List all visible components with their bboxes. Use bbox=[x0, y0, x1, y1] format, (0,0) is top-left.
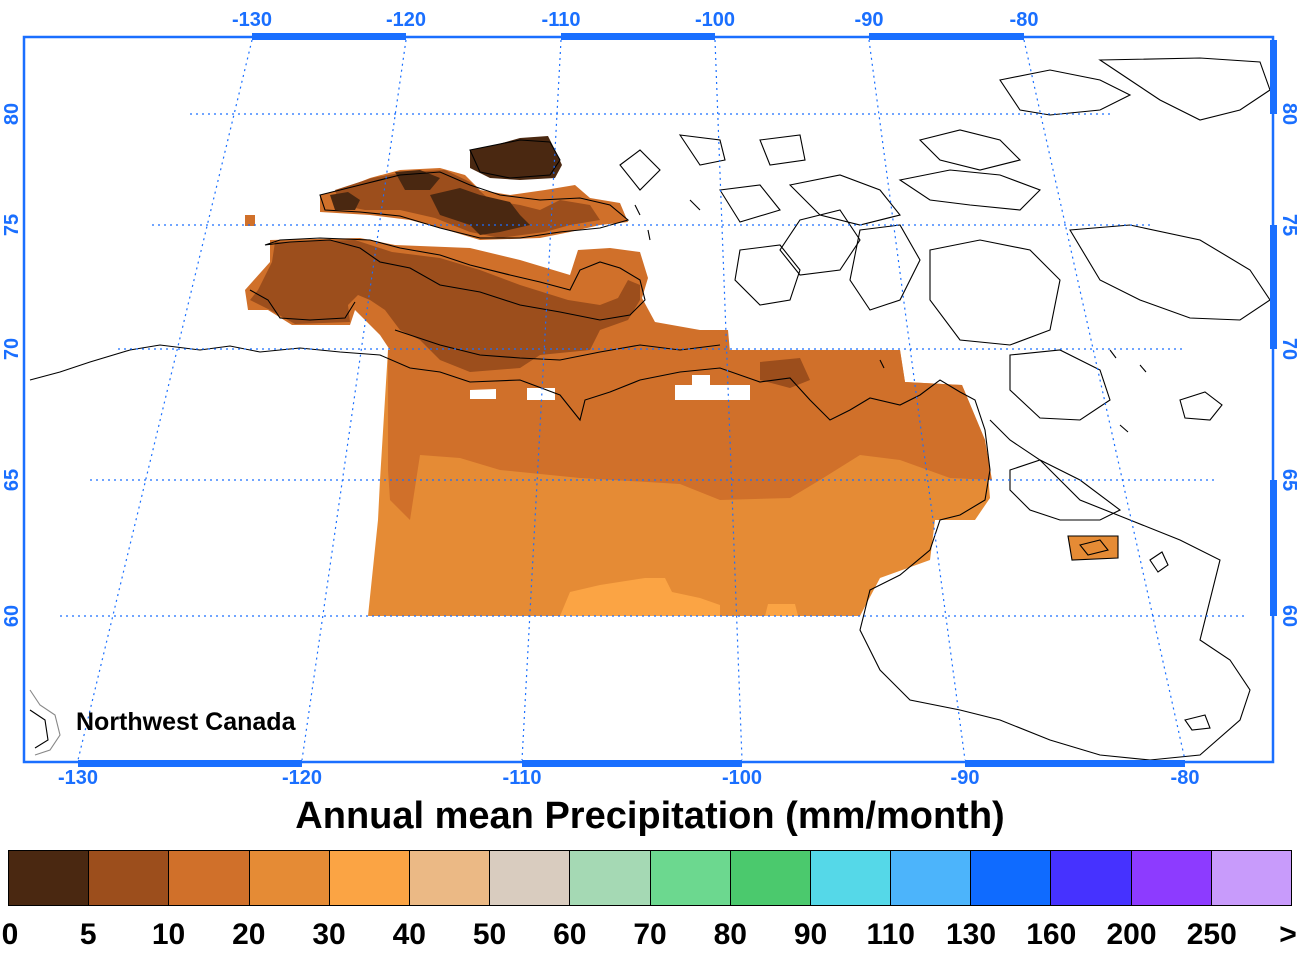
colorbar bbox=[8, 850, 1292, 906]
bottom-lon-tick: -130 bbox=[58, 767, 98, 789]
colorbar-label: 250 bbox=[1186, 918, 1237, 951]
colorbar-swatch bbox=[249, 851, 330, 905]
field-0-5 bbox=[470, 136, 562, 180]
bottom-lon-tick: -120 bbox=[282, 767, 322, 789]
right-lat-tick: 75 bbox=[1278, 214, 1300, 236]
right-lat-tick: 65 bbox=[1278, 469, 1300, 491]
colorbar-label: 50 bbox=[472, 918, 507, 951]
colorbar-swatch bbox=[89, 851, 170, 905]
map-title: Annual mean Precipitation (mm/month) bbox=[295, 795, 1005, 837]
colorbar-label: 110 bbox=[866, 918, 915, 951]
colorbar-labels: 0 5 10 20 30 40 50 60 70 80 90 110 130 160 200 250 > bbox=[0, 918, 1300, 958]
colorbar-swatch bbox=[1131, 851, 1212, 905]
colorbar-label: 70 bbox=[633, 918, 667, 951]
map-panel: -130 -120 -110 -100 -90 -80 -130 -120 -1… bbox=[1, 9, 1300, 789]
region-label: Northwest Canada bbox=[76, 708, 297, 736]
colorbar-label: > bbox=[1279, 918, 1297, 951]
bottom-lon-tick: -90 bbox=[951, 767, 980, 789]
bottom-lon-tick: -110 bbox=[503, 767, 542, 789]
colorbar-swatch bbox=[1211, 851, 1291, 905]
right-latitude-labels: 80 75 70 65 60 bbox=[1278, 103, 1300, 627]
left-lat-tick: 80 bbox=[1, 103, 23, 125]
colorbar-swatch bbox=[971, 851, 1052, 905]
top-lon-tick: -120 bbox=[386, 9, 426, 31]
colorbar-label: 10 bbox=[151, 918, 186, 951]
top-lon-tick: -130 bbox=[232, 9, 272, 31]
right-lat-tick: 80 bbox=[1278, 103, 1300, 125]
left-latitude-labels: 80 75 70 65 60 bbox=[1, 103, 23, 627]
colorbar-swatch bbox=[650, 851, 731, 905]
colorbar-label: 30 bbox=[312, 918, 346, 951]
bottom-longitude-labels: -130 -120 -110 -100 -90 -80 bbox=[58, 767, 1199, 789]
colorbar-label: 0 bbox=[1, 918, 19, 951]
colorbar-label: 200 bbox=[1106, 918, 1157, 951]
top-longitude-labels: -130 -120 -110 -100 -90 -80 bbox=[232, 9, 1038, 31]
colorbar-label: 20 bbox=[232, 918, 266, 951]
colorbar-swatch bbox=[570, 851, 651, 905]
colorbar-swatch bbox=[409, 851, 491, 905]
colorbar-swatch bbox=[730, 851, 811, 905]
colorbar-label: 130 bbox=[945, 918, 997, 951]
top-lon-tick: -100 bbox=[695, 9, 735, 31]
precipitation-field bbox=[245, 136, 1118, 616]
tick-marks bbox=[78, 33, 1277, 767]
colorbar-swatch bbox=[810, 851, 892, 905]
bottom-lon-tick: -100 bbox=[722, 767, 762, 789]
top-lon-tick: -90 bbox=[855, 9, 884, 31]
colorbar-swatch bbox=[490, 851, 571, 905]
colorbar-label: 60 bbox=[553, 918, 587, 951]
colorbar-swatch bbox=[1051, 851, 1132, 905]
top-lon-tick: -110 bbox=[542, 9, 581, 31]
graticule bbox=[60, 39, 1245, 761]
bottom-lon-tick: -80 bbox=[1171, 767, 1200, 789]
right-lat-tick: 60 bbox=[1278, 605, 1300, 627]
field-30-40 bbox=[560, 578, 720, 616]
colorbar-label: 160 bbox=[1026, 918, 1077, 951]
left-lat-tick: 65 bbox=[1, 469, 23, 491]
colorbar-label: 90 bbox=[793, 918, 828, 951]
field-5-10-islands bbox=[250, 240, 640, 372]
colorbar-swatch bbox=[329, 851, 410, 905]
colorbar-label: 5 bbox=[79, 918, 97, 951]
right-lat-tick: 70 bbox=[1278, 338, 1300, 360]
left-lat-tick: 75 bbox=[1, 214, 23, 236]
colorbar-swatch bbox=[169, 851, 250, 905]
colorbar-label: 80 bbox=[713, 918, 747, 951]
coastlines bbox=[29, 57, 1271, 761]
colorbar-label: 40 bbox=[392, 918, 426, 951]
left-lat-tick: 60 bbox=[1, 605, 23, 627]
top-lon-tick: -80 bbox=[1010, 9, 1039, 31]
colorbar-swatch bbox=[9, 851, 90, 905]
colorbar-swatch bbox=[891, 851, 972, 905]
left-lat-tick: 70 bbox=[1, 338, 23, 360]
